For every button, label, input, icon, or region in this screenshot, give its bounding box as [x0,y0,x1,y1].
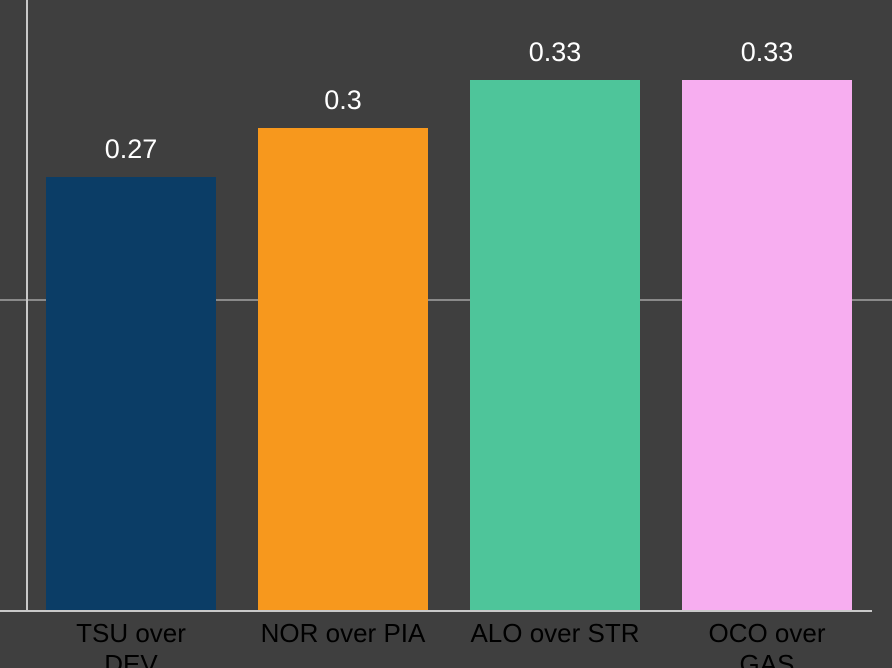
bar-2: 0.33 [470,80,640,610]
category-label-0: TSU over DEV [46,618,216,668]
bar-0: 0.27 [46,177,216,610]
bar-1: 0.3 [258,128,428,610]
category-label-1: NOR over PIA [258,618,428,649]
bar-chart: 0.270.30.330.33TSU over DEVNOR over PIAA… [0,0,892,668]
y-axis-line [26,0,28,610]
category-label-3: OCO over GAS [682,618,852,668]
x-axis-line [0,610,872,612]
bar-value-label-1: 0.3 [258,85,428,116]
bar-value-label-0: 0.27 [46,134,216,165]
bar-value-label-2: 0.33 [470,37,640,68]
plot-area: 0.270.30.330.33 [0,0,892,610]
bar-3: 0.33 [682,80,852,610]
bar-value-label-3: 0.33 [682,37,852,68]
category-label-2: ALO over STR [470,618,640,649]
